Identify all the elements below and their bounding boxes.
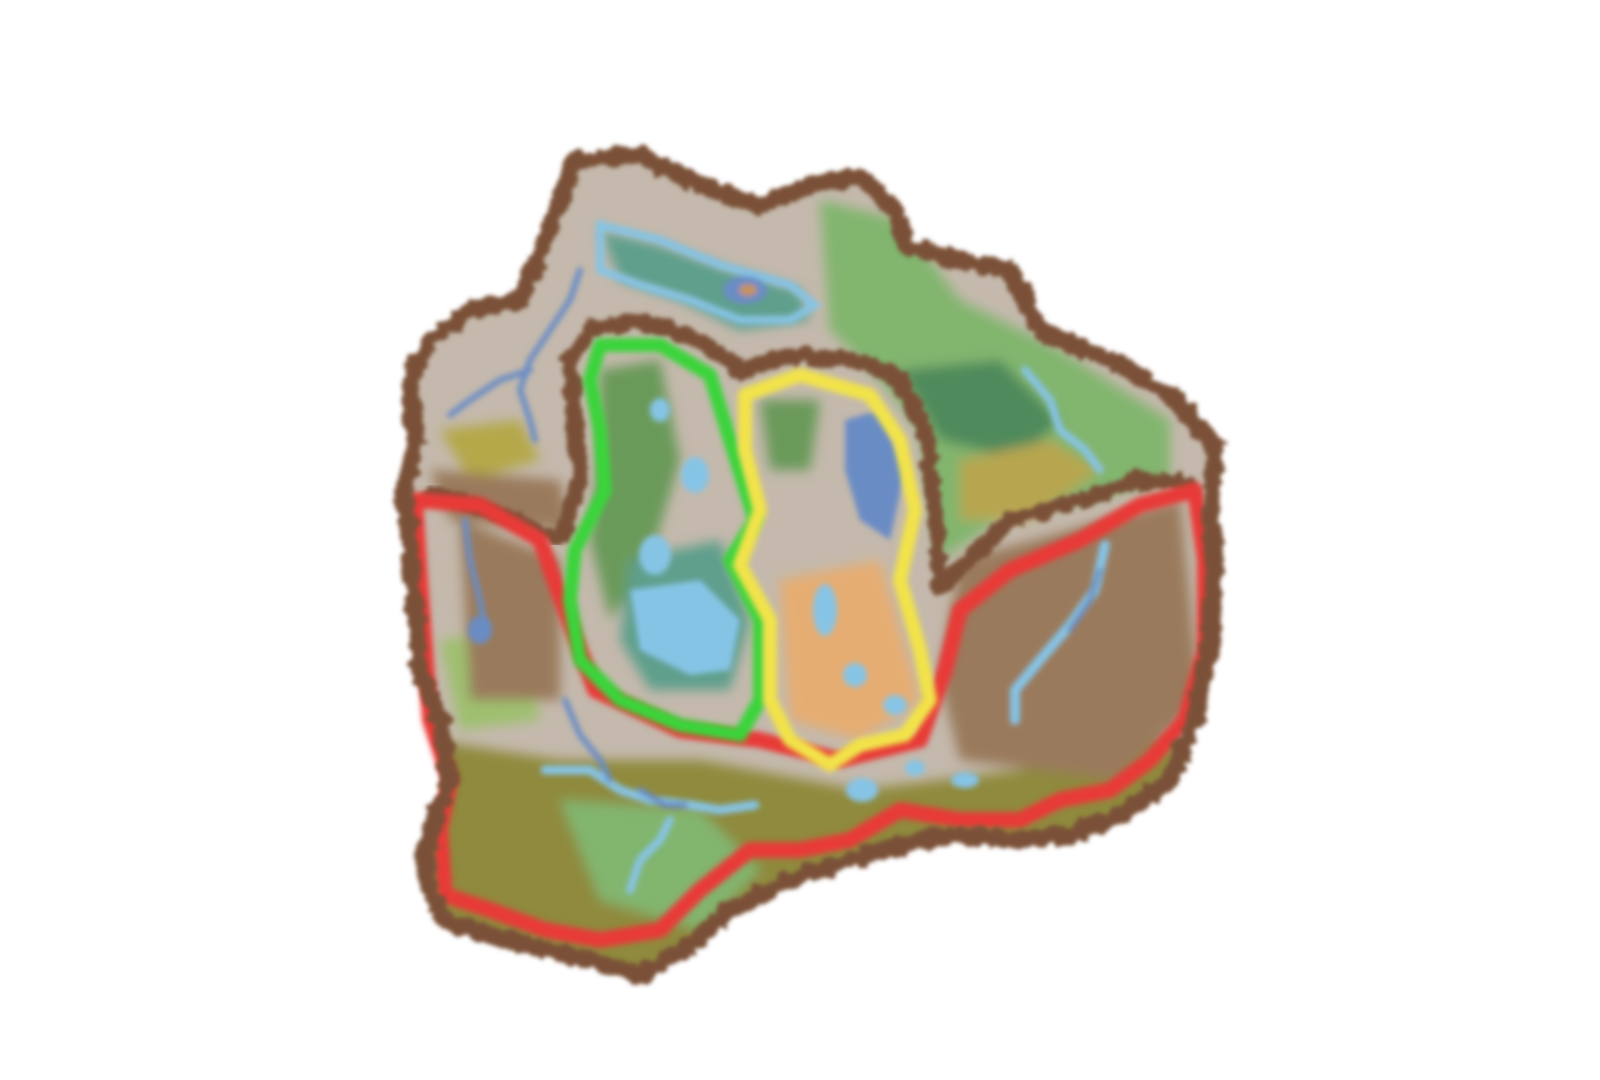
red-region-border xyxy=(407,482,1213,948)
lake-central-3 xyxy=(639,535,671,575)
river-south-core xyxy=(637,787,688,808)
grass-patch-south xyxy=(560,800,760,930)
lake-central-2 xyxy=(681,457,709,493)
river-south-tributary xyxy=(562,697,613,783)
inner-ridge-border xyxy=(552,312,1196,598)
yellow-region-border xyxy=(733,368,937,772)
lake-south-2 xyxy=(905,760,925,776)
river-east-core xyxy=(1067,567,1103,633)
river-northeast xyxy=(1021,366,1104,474)
lake-west xyxy=(468,616,492,644)
river-south-outflow xyxy=(626,816,674,894)
dark-grass-ne xyxy=(900,360,1060,460)
olive-patch-west xyxy=(440,420,540,480)
water-bodies xyxy=(468,219,979,802)
green-region-border xyxy=(563,338,767,742)
lake-south-3 xyxy=(951,772,979,788)
grass-patch-yellow xyxy=(760,400,820,470)
lake-east-inner xyxy=(845,410,905,540)
outer-coast-border xyxy=(396,146,1224,984)
brown-slope-west xyxy=(460,520,560,700)
north-lake xyxy=(596,219,822,324)
olive-lowland-south xyxy=(420,740,1180,975)
lake-central-4 xyxy=(630,580,740,675)
river-south-main xyxy=(540,765,760,815)
lake-yellow-2 xyxy=(843,663,867,687)
teal-basin-north xyxy=(600,230,810,330)
lake-yellow-1 xyxy=(813,584,837,636)
rivers xyxy=(447,267,1110,894)
dark-grass-central xyxy=(590,360,680,620)
olive-band-ne xyxy=(960,440,1100,520)
river-west xyxy=(462,517,488,633)
lake-south-1 xyxy=(846,778,878,802)
river-northwest xyxy=(517,267,583,443)
brown-slope-nw xyxy=(430,470,570,530)
river-northwest-branch xyxy=(447,367,533,418)
north-lake-islet xyxy=(739,284,757,296)
lake-yellow-3 xyxy=(883,695,907,715)
lake-central-1 xyxy=(650,398,670,422)
region-borders xyxy=(396,146,1224,984)
